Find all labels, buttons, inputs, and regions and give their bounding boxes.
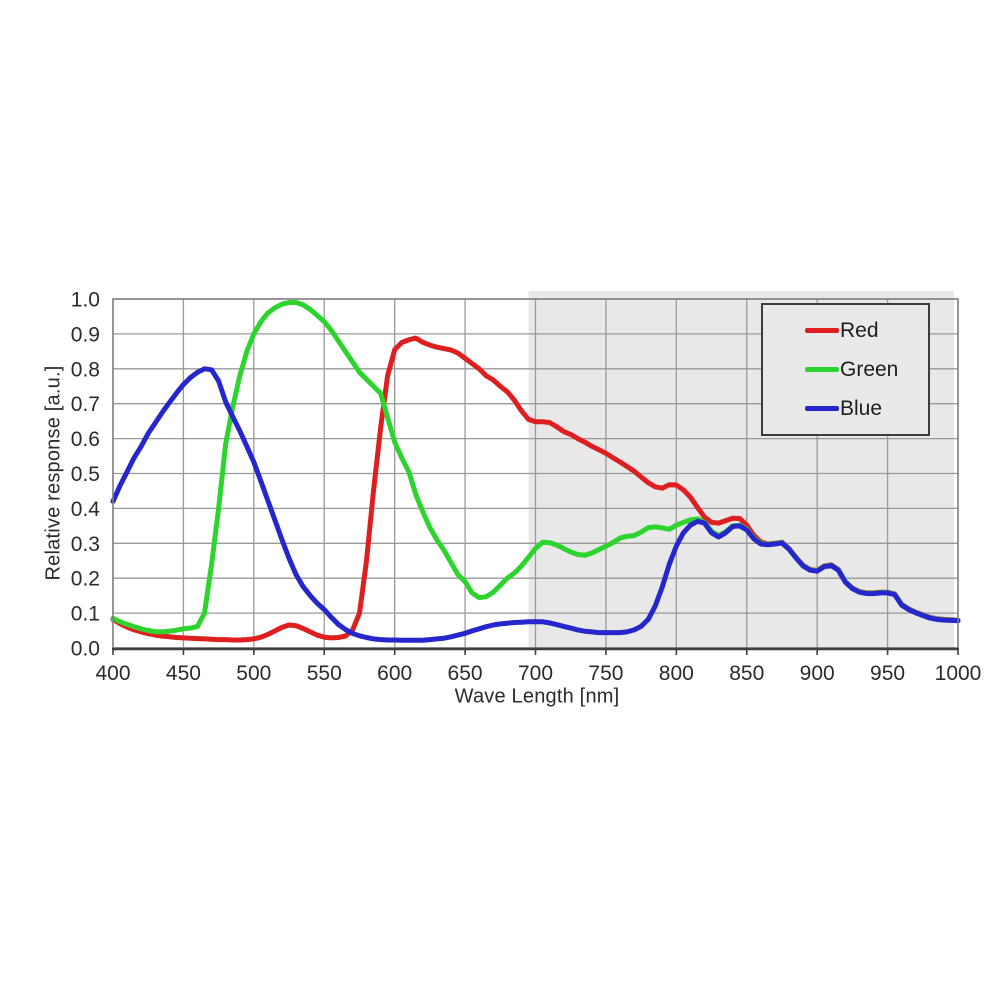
legend-label-red: Red [840, 319, 879, 342]
y-tick-label: 0.6 [71, 428, 100, 451]
x-tick-label: 500 [236, 662, 271, 685]
x-tick-labels: 400 450 500 550 600 650 700 750 800 850 900 950 1000 [95, 662, 981, 685]
blue-line-swatch [805, 406, 839, 411]
legend: Red Green Blue [761, 303, 930, 436]
x-tick-label: 750 [588, 662, 623, 685]
legend-label-blue: Blue [840, 397, 883, 420]
y-tick-label: 0.0 [71, 638, 100, 661]
y-axis-title: Relative response [a.u.] [42, 365, 65, 581]
x-tick-label: 1000 [935, 662, 982, 685]
y-tick-label: 0.7 [71, 393, 100, 416]
x-tick-label: 650 [448, 662, 483, 685]
y-tick-label: 0.1 [71, 603, 100, 626]
x-tick-label: 700 [518, 662, 553, 685]
legend-item-red: Red [805, 320, 924, 341]
x-tick-label: 600 [377, 662, 412, 685]
x-tick-label: 900 [800, 662, 835, 685]
y-tick-label: 1.0 [71, 289, 100, 312]
red-line-swatch [805, 328, 839, 333]
legend-item-green: Green [805, 359, 924, 380]
legend-label-green: Green [840, 358, 899, 381]
axis-ticks [112, 649, 959, 655]
y-tick-labels: 0.0 0.1 0.2 0.3 0.4 0.5 0.6 0.7 0.8 0.9 1.0 [71, 289, 101, 661]
x-axis-title: Wave Length [nm] [454, 685, 620, 708]
y-tick-label: 0.4 [71, 498, 101, 521]
y-tick-label: 0.8 [71, 358, 100, 381]
x-tick-label: 400 [95, 662, 130, 685]
x-tick-label: 850 [729, 662, 764, 685]
x-tick-label: 950 [870, 662, 905, 685]
y-tick-label: 0.5 [71, 463, 100, 486]
y-tick-label: 0.3 [71, 533, 100, 556]
curves [110, 300, 961, 643]
green-line-swatch [805, 367, 839, 372]
legend-item-blue: Blue [805, 398, 924, 419]
blue-curve [110, 366, 961, 643]
y-tick-label: 0.9 [71, 323, 100, 346]
x-tick-label: 450 [166, 662, 201, 685]
x-tick-label: 550 [307, 662, 342, 685]
x-tick-label: 800 [659, 662, 694, 685]
y-tick-label: 0.2 [71, 568, 100, 591]
